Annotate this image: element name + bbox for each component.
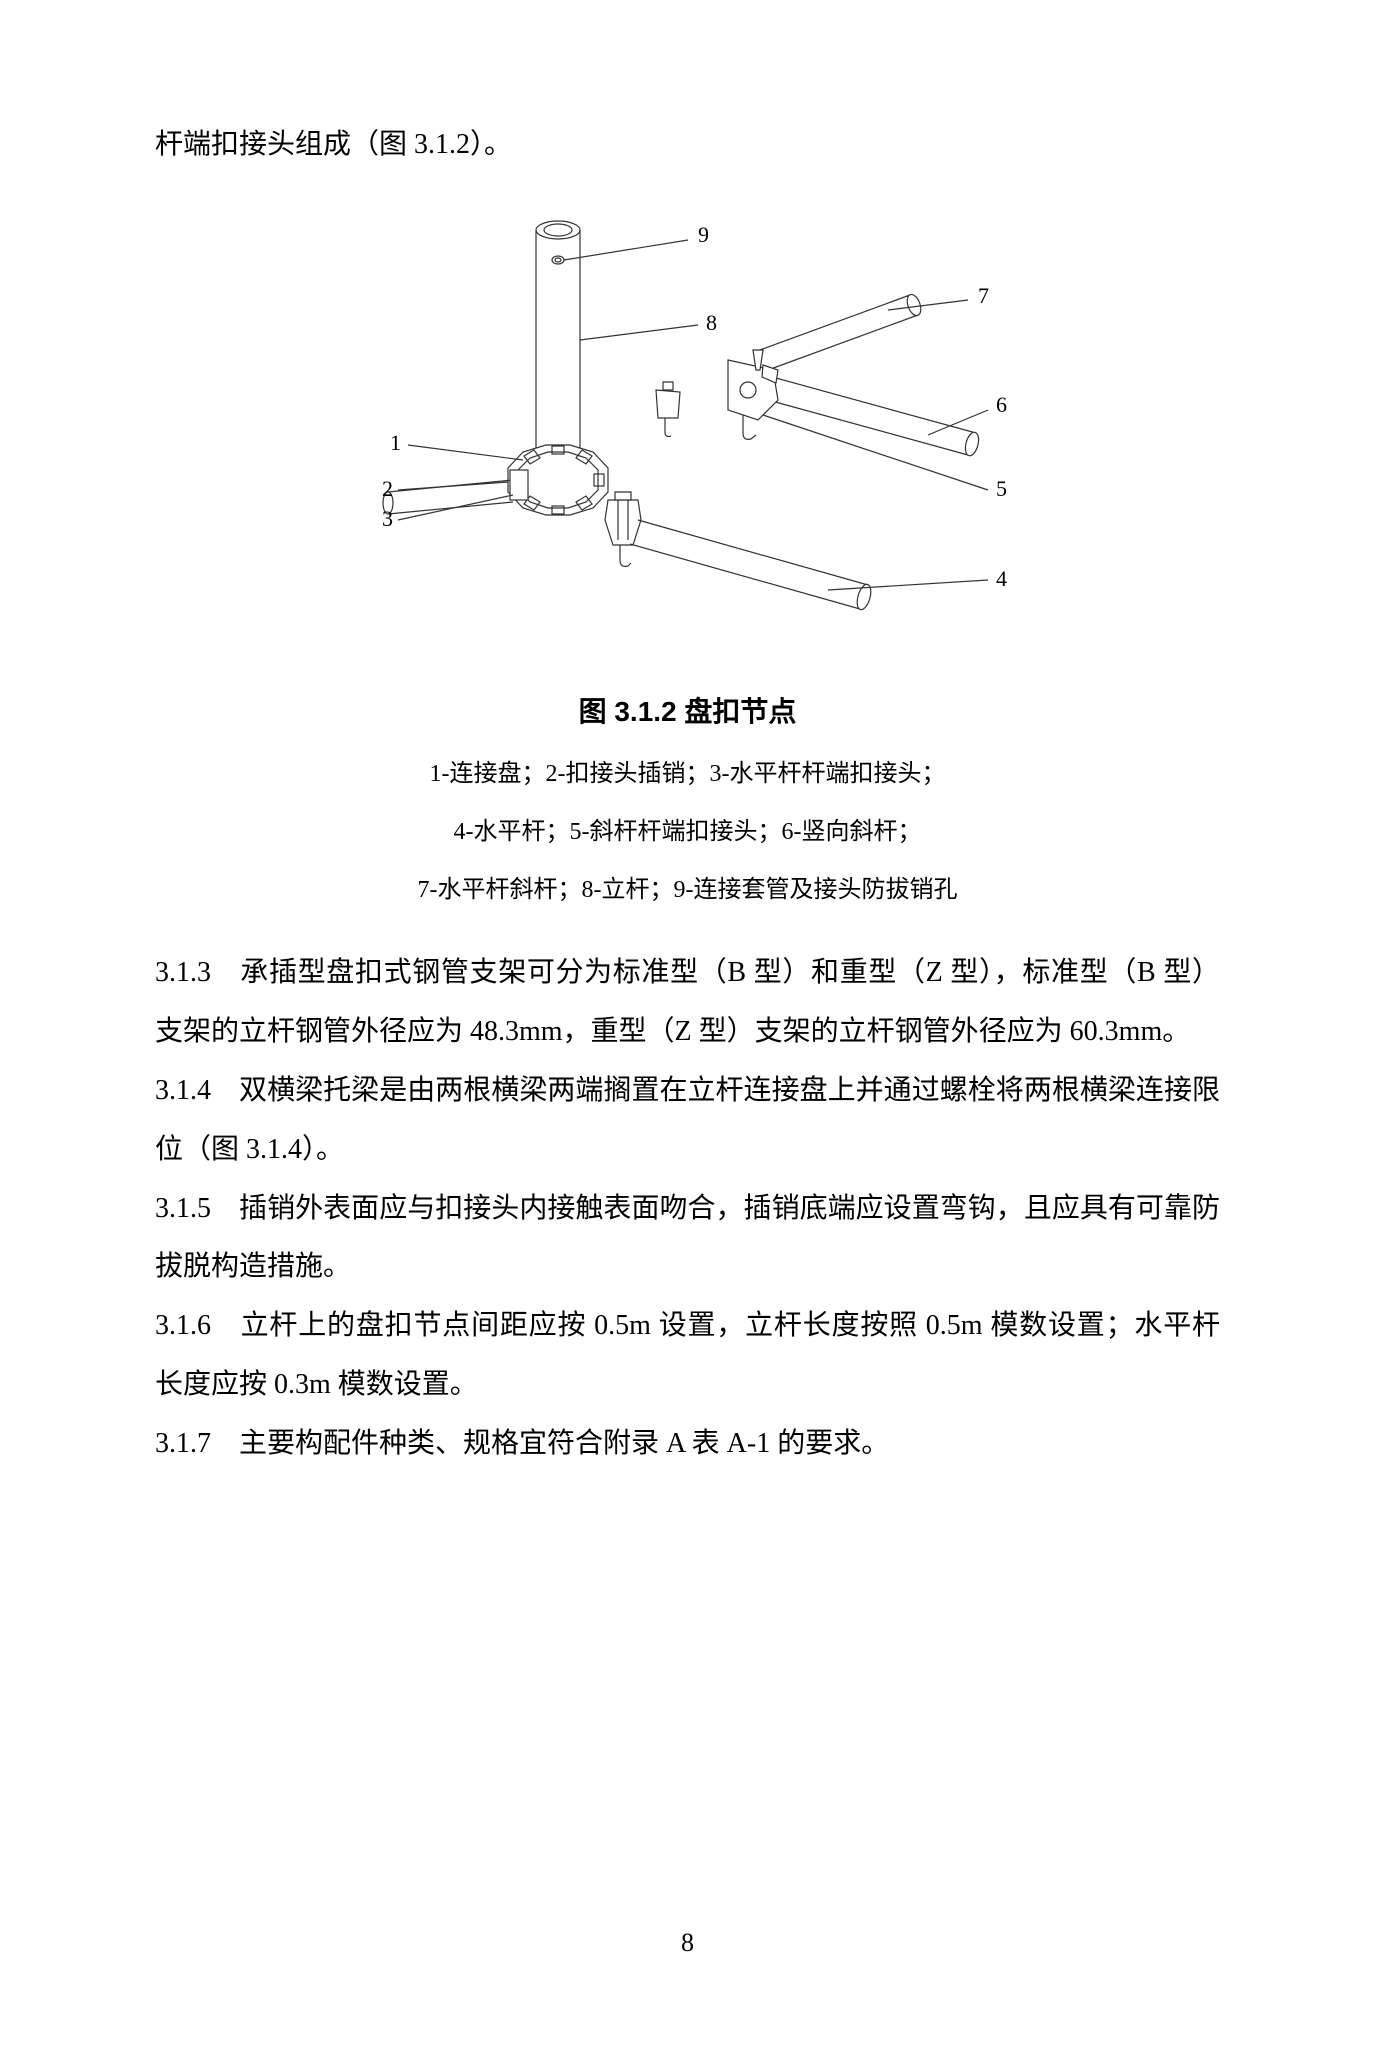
label-6: 6 — [996, 392, 1007, 417]
figure-legend-1: 1-连接盘；2-扣接头插销；3-水平杆杆端扣接头； — [155, 750, 1220, 798]
body-text: 3.1.3 承插型盘扣式钢管支架可分为标准型（B 型）和重型（Z 型），标准型（… — [155, 944, 1220, 1473]
label-5: 5 — [996, 476, 1007, 501]
label-8: 8 — [706, 310, 717, 335]
para-316: 3.1.6 立杆上的盘扣节点间距应按 0.5m 设置，立杆长度按照 0.5m 模… — [155, 1297, 1220, 1415]
figure-caption: 图 3.1.2 盘扣节点 — [155, 690, 1220, 730]
para-317: 3.1.7 主要构配件种类、规格宜符合附录 A 表 A-1 的要求。 — [155, 1415, 1220, 1474]
figure-container: 9 8 7 6 5 4 1 2 3 — [155, 200, 1220, 660]
label-9: 9 — [698, 222, 709, 247]
para-313: 3.1.3 承插型盘扣式钢管支架可分为标准型（B 型）和重型（Z 型），标准型（… — [155, 944, 1220, 1062]
figure-legend-3: 7-水平杆斜杆；8-立杆；9-连接套管及接头防拔销孔 — [155, 866, 1220, 914]
label-3: 3 — [382, 506, 393, 531]
figure-legend-2: 4-水平杆；5-斜杆杆端扣接头；6-竖向斜杆； — [155, 808, 1220, 856]
page-number: 8 — [0, 1928, 1375, 1958]
label-7: 7 — [978, 283, 989, 308]
figure-diagram: 9 8 7 6 5 4 1 2 3 — [328, 200, 1048, 660]
label-2: 2 — [382, 476, 393, 501]
label-4: 4 — [996, 566, 1007, 591]
intro-text: 杆端扣接头组成（图 3.1.2）。 — [155, 120, 1220, 170]
label-1: 1 — [390, 430, 401, 455]
para-315: 3.1.5 插销外表面应与扣接头内接触表面吻合，插销底端应设置弯钩，且应具有可靠… — [155, 1180, 1220, 1298]
para-314: 3.1.4 双横梁托梁是由两根横梁两端搁置在立杆连接盘上并通过螺栓将两根横梁连接… — [155, 1062, 1220, 1180]
